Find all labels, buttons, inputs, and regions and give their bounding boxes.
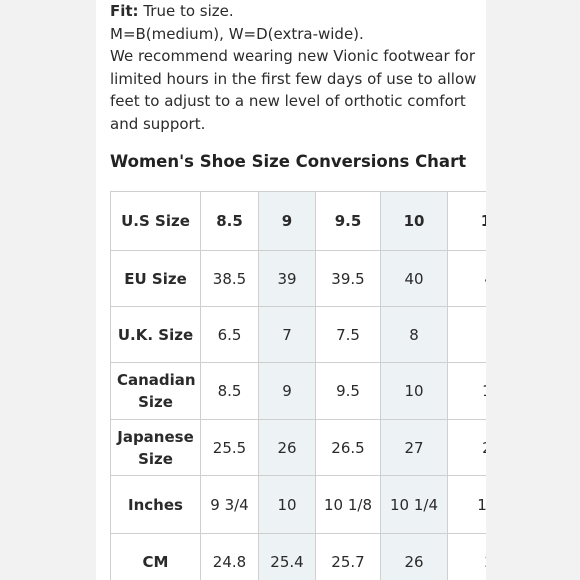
product-description-panel: Fit: True to size. M=B(medium), W=D(extr… bbox=[96, 0, 486, 580]
fit-value: True to size. bbox=[138, 2, 234, 20]
row-label: CM bbox=[110, 533, 201, 580]
table-cell: 25.4 bbox=[258, 533, 316, 580]
row-label: U.K. Size bbox=[110, 306, 201, 363]
table-cell: 8 bbox=[380, 306, 448, 363]
table-cell: 27. bbox=[447, 419, 486, 476]
table-cell: 26 bbox=[380, 533, 448, 580]
table-cell: 6.5 bbox=[200, 306, 259, 363]
table-cell: 8.5 bbox=[200, 191, 259, 251]
fit-line: Fit: True to size. bbox=[110, 0, 482, 23]
table-cell: 40 bbox=[380, 250, 448, 307]
table-cell: 39.5 bbox=[315, 250, 381, 307]
row-label: Canadian Size bbox=[110, 362, 201, 420]
table-cell: 40 bbox=[447, 250, 486, 307]
table-cell: 25.7 bbox=[315, 533, 381, 580]
table-cell: 26.5 bbox=[315, 419, 381, 476]
fit-recommendation: We recommend wearing new Vionic footwear… bbox=[110, 47, 477, 133]
table-cell: 8.5 bbox=[200, 362, 259, 420]
table-cell: 39 bbox=[258, 250, 316, 307]
table-cell: 9.5 bbox=[315, 362, 381, 420]
table-cell: 10 1 bbox=[447, 475, 486, 534]
table-cell: 26 bbox=[447, 533, 486, 580]
table-cell: 9 3/4 bbox=[200, 475, 259, 534]
width-info: M=B(medium), W=D(extra-wide). bbox=[110, 24, 364, 43]
table-cell: 24.8 bbox=[200, 533, 259, 580]
table-cell: 10 1/8 bbox=[315, 475, 381, 534]
table-cell: 8. bbox=[447, 306, 486, 363]
table-cell: 9 bbox=[258, 191, 316, 251]
fit-label: Fit: bbox=[110, 2, 139, 20]
table-cell: 27 bbox=[380, 419, 448, 476]
table-cell: 9.5 bbox=[315, 191, 381, 251]
table-cell: 10. bbox=[447, 191, 486, 251]
table-cell: 10. bbox=[447, 362, 486, 420]
row-label: EU Size bbox=[110, 250, 201, 307]
row-label: Japanese Size bbox=[110, 419, 201, 476]
row-label: U.S Size bbox=[110, 191, 201, 251]
table-cell: 9 bbox=[258, 362, 316, 420]
row-label: Inches bbox=[110, 475, 201, 534]
table-cell: 10 bbox=[380, 191, 448, 251]
table-cell: 10 bbox=[380, 362, 448, 420]
table-cell: 7 bbox=[258, 306, 316, 363]
table-cell: 10 1/4 bbox=[380, 475, 448, 534]
table-cell: 10 bbox=[258, 475, 316, 534]
fit-info: Fit: True to size. M=B(medium), W=D(extr… bbox=[110, 0, 482, 136]
table-cell: 7.5 bbox=[315, 306, 381, 363]
table-cell: 26 bbox=[258, 419, 316, 476]
table-cell: 38.5 bbox=[200, 250, 259, 307]
chart-title: Women's Shoe Size Conversions Chart bbox=[110, 152, 467, 171]
table-cell: 25.5 bbox=[200, 419, 259, 476]
